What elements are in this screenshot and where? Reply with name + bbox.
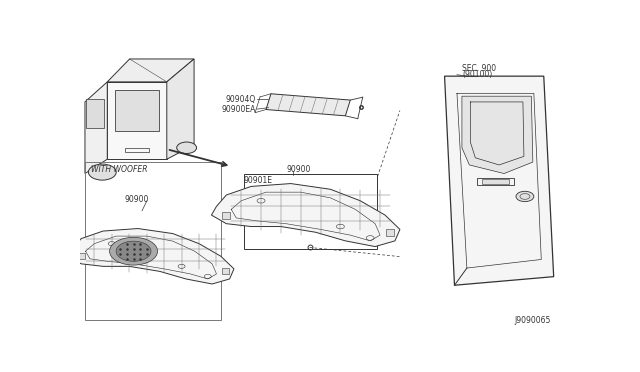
Polygon shape <box>108 59 194 82</box>
Polygon shape <box>211 183 400 247</box>
Bar <box>85 162 221 320</box>
Circle shape <box>516 191 534 202</box>
Polygon shape <box>462 96 533 173</box>
Text: 90904Q: 90904Q <box>226 94 256 103</box>
Text: WITH WOOFER: WITH WOOFER <box>91 165 147 174</box>
Circle shape <box>109 237 157 265</box>
Text: 90900EA: 90900EA <box>221 105 256 113</box>
Text: J9090065: J9090065 <box>514 316 550 325</box>
Polygon shape <box>85 82 108 173</box>
Text: 90900: 90900 <box>125 195 149 204</box>
Text: (90100): (90100) <box>462 70 492 79</box>
Bar <box>221 268 228 275</box>
Bar <box>77 253 84 259</box>
Bar <box>115 90 159 131</box>
Polygon shape <box>266 94 350 116</box>
Circle shape <box>88 164 116 180</box>
Circle shape <box>116 241 151 261</box>
Circle shape <box>177 142 196 154</box>
Bar <box>244 173 376 250</box>
Bar <box>477 178 514 185</box>
Bar <box>482 179 509 183</box>
Bar <box>386 229 394 236</box>
Text: SEC. 900: SEC. 900 <box>462 64 496 74</box>
Polygon shape <box>445 76 554 285</box>
Text: 90901E: 90901E <box>244 176 273 185</box>
Polygon shape <box>108 82 167 159</box>
Polygon shape <box>167 59 194 159</box>
Bar <box>86 99 104 128</box>
Bar <box>222 212 230 218</box>
Bar <box>125 148 150 152</box>
Polygon shape <box>68 228 234 284</box>
Text: 90900: 90900 <box>286 165 310 174</box>
